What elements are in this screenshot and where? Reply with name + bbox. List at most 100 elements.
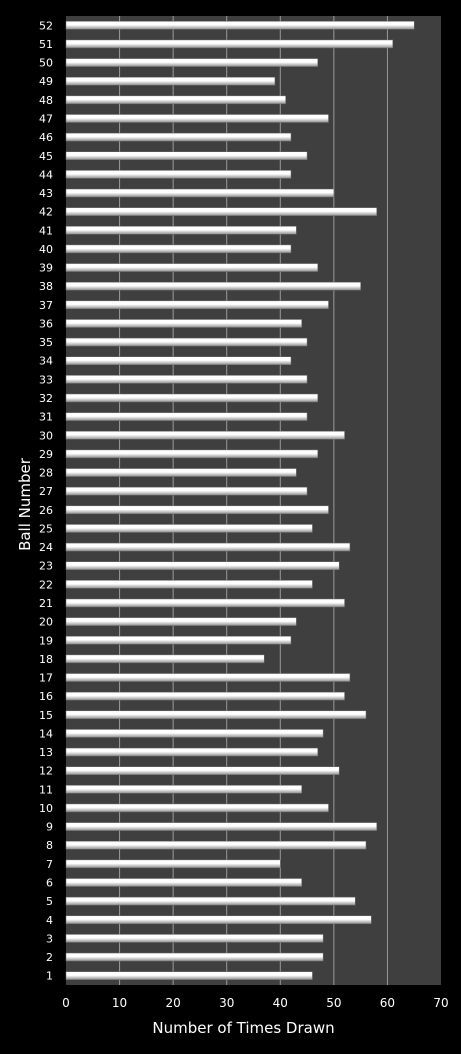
bar (65, 840, 367, 850)
bar (65, 226, 297, 235)
bar (65, 859, 281, 869)
bar (65, 486, 308, 496)
bar (65, 822, 377, 831)
y-tick-label: 40 (39, 243, 53, 256)
bar (65, 281, 361, 291)
y-tick-label: 34 (39, 355, 53, 368)
y-tick-label: 31 (39, 411, 53, 424)
bar (65, 188, 335, 198)
y-tick-label: 26 (39, 504, 53, 517)
y-tick-label: 7 (46, 858, 53, 871)
bar (65, 319, 302, 328)
x-tick-label: 0 (62, 996, 70, 1010)
y-tick-label: 14 (39, 727, 53, 740)
bar (65, 729, 324, 738)
y-axis-label: Ball Number (16, 457, 34, 551)
y-tick-label: 1 (46, 970, 53, 983)
bar (65, 132, 292, 142)
y-tick-label: 19 (39, 634, 53, 647)
x-tick-label: 10 (112, 996, 127, 1010)
bar (65, 244, 292, 254)
x-tick-label: 40 (273, 996, 288, 1010)
y-tick-label: 13 (39, 746, 53, 759)
y-tick-label: 3 (46, 932, 53, 945)
y-tick-label: 2 (46, 951, 53, 964)
y-tick-label: 43 (39, 187, 53, 200)
y-tick-label: 17 (39, 672, 53, 685)
y-tick-label: 35 (39, 336, 53, 349)
bar (65, 766, 340, 775)
y-tick-label: 21 (39, 597, 53, 610)
y-tick-label: 36 (39, 317, 53, 330)
y-tick-label: 12 (39, 765, 53, 778)
y-tick-label: 48 (39, 94, 53, 107)
bar (65, 263, 319, 272)
x-axis-label: Number of Times Drawn (152, 1019, 334, 1037)
y-tick-label: 15 (39, 709, 53, 722)
bar (65, 412, 308, 421)
y-tick-label: 5 (46, 895, 53, 908)
x-tick-labels: 0 10 20 30 40 50 60 70 (62, 996, 448, 1010)
bar (65, 952, 324, 962)
bar (65, 803, 329, 813)
y-tick-label: 47 (39, 112, 53, 125)
y-tick-labels: 1234567891011121314151617181920212223242… (39, 19, 53, 982)
bar (65, 356, 292, 365)
bar (65, 76, 276, 86)
y-tick-label: 9 (46, 821, 53, 834)
bar (65, 95, 286, 105)
y-tick-label: 33 (39, 373, 53, 386)
bar (65, 375, 308, 384)
bar (65, 114, 329, 123)
y-tick-label: 39 (39, 262, 53, 275)
y-tick-label: 6 (46, 877, 53, 890)
y-tick-label: 8 (46, 839, 53, 852)
y-tick-label: 44 (39, 168, 53, 181)
y-tick-label: 42 (39, 206, 53, 219)
bar (65, 785, 302, 794)
y-tick-label: 22 (39, 578, 53, 591)
y-tick-label: 52 (39, 19, 53, 32)
y-tick-label: 41 (39, 224, 53, 237)
bar (65, 468, 297, 477)
y-tick-label: 50 (39, 57, 53, 70)
x-tick-label: 20 (166, 996, 181, 1010)
bar (65, 21, 415, 30)
bar (65, 915, 372, 925)
bar (65, 673, 351, 682)
bar (65, 151, 308, 161)
bar (65, 505, 329, 515)
bar (65, 934, 324, 943)
bar (65, 691, 345, 701)
bar (65, 449, 319, 459)
bar (65, 896, 356, 906)
bar (65, 300, 329, 310)
y-tick-label: 30 (39, 429, 53, 442)
x-tick-label: 50 (326, 996, 341, 1010)
y-tick-label: 18 (39, 653, 53, 666)
bar (65, 170, 292, 179)
bar (65, 878, 302, 887)
y-tick-label: 27 (39, 485, 53, 498)
y-tick-label: 20 (39, 616, 53, 629)
y-tick-label: 16 (39, 690, 53, 703)
bar (65, 580, 313, 589)
bar (65, 431, 345, 440)
bar (65, 337, 308, 347)
bar (65, 524, 313, 533)
y-tick-label: 32 (39, 392, 53, 405)
y-tick-label: 23 (39, 560, 53, 573)
bar (65, 39, 394, 49)
y-tick-label: 38 (39, 280, 53, 293)
bar (65, 561, 340, 570)
y-tick-label: 25 (39, 522, 53, 535)
plot-area (66, 16, 441, 985)
bar (65, 58, 319, 67)
y-tick-label: 11 (39, 783, 53, 796)
y-tick-label: 28 (39, 467, 53, 480)
bars (65, 21, 415, 980)
y-tick-label: 37 (39, 299, 53, 312)
y-tick-label: 4 (46, 914, 53, 927)
